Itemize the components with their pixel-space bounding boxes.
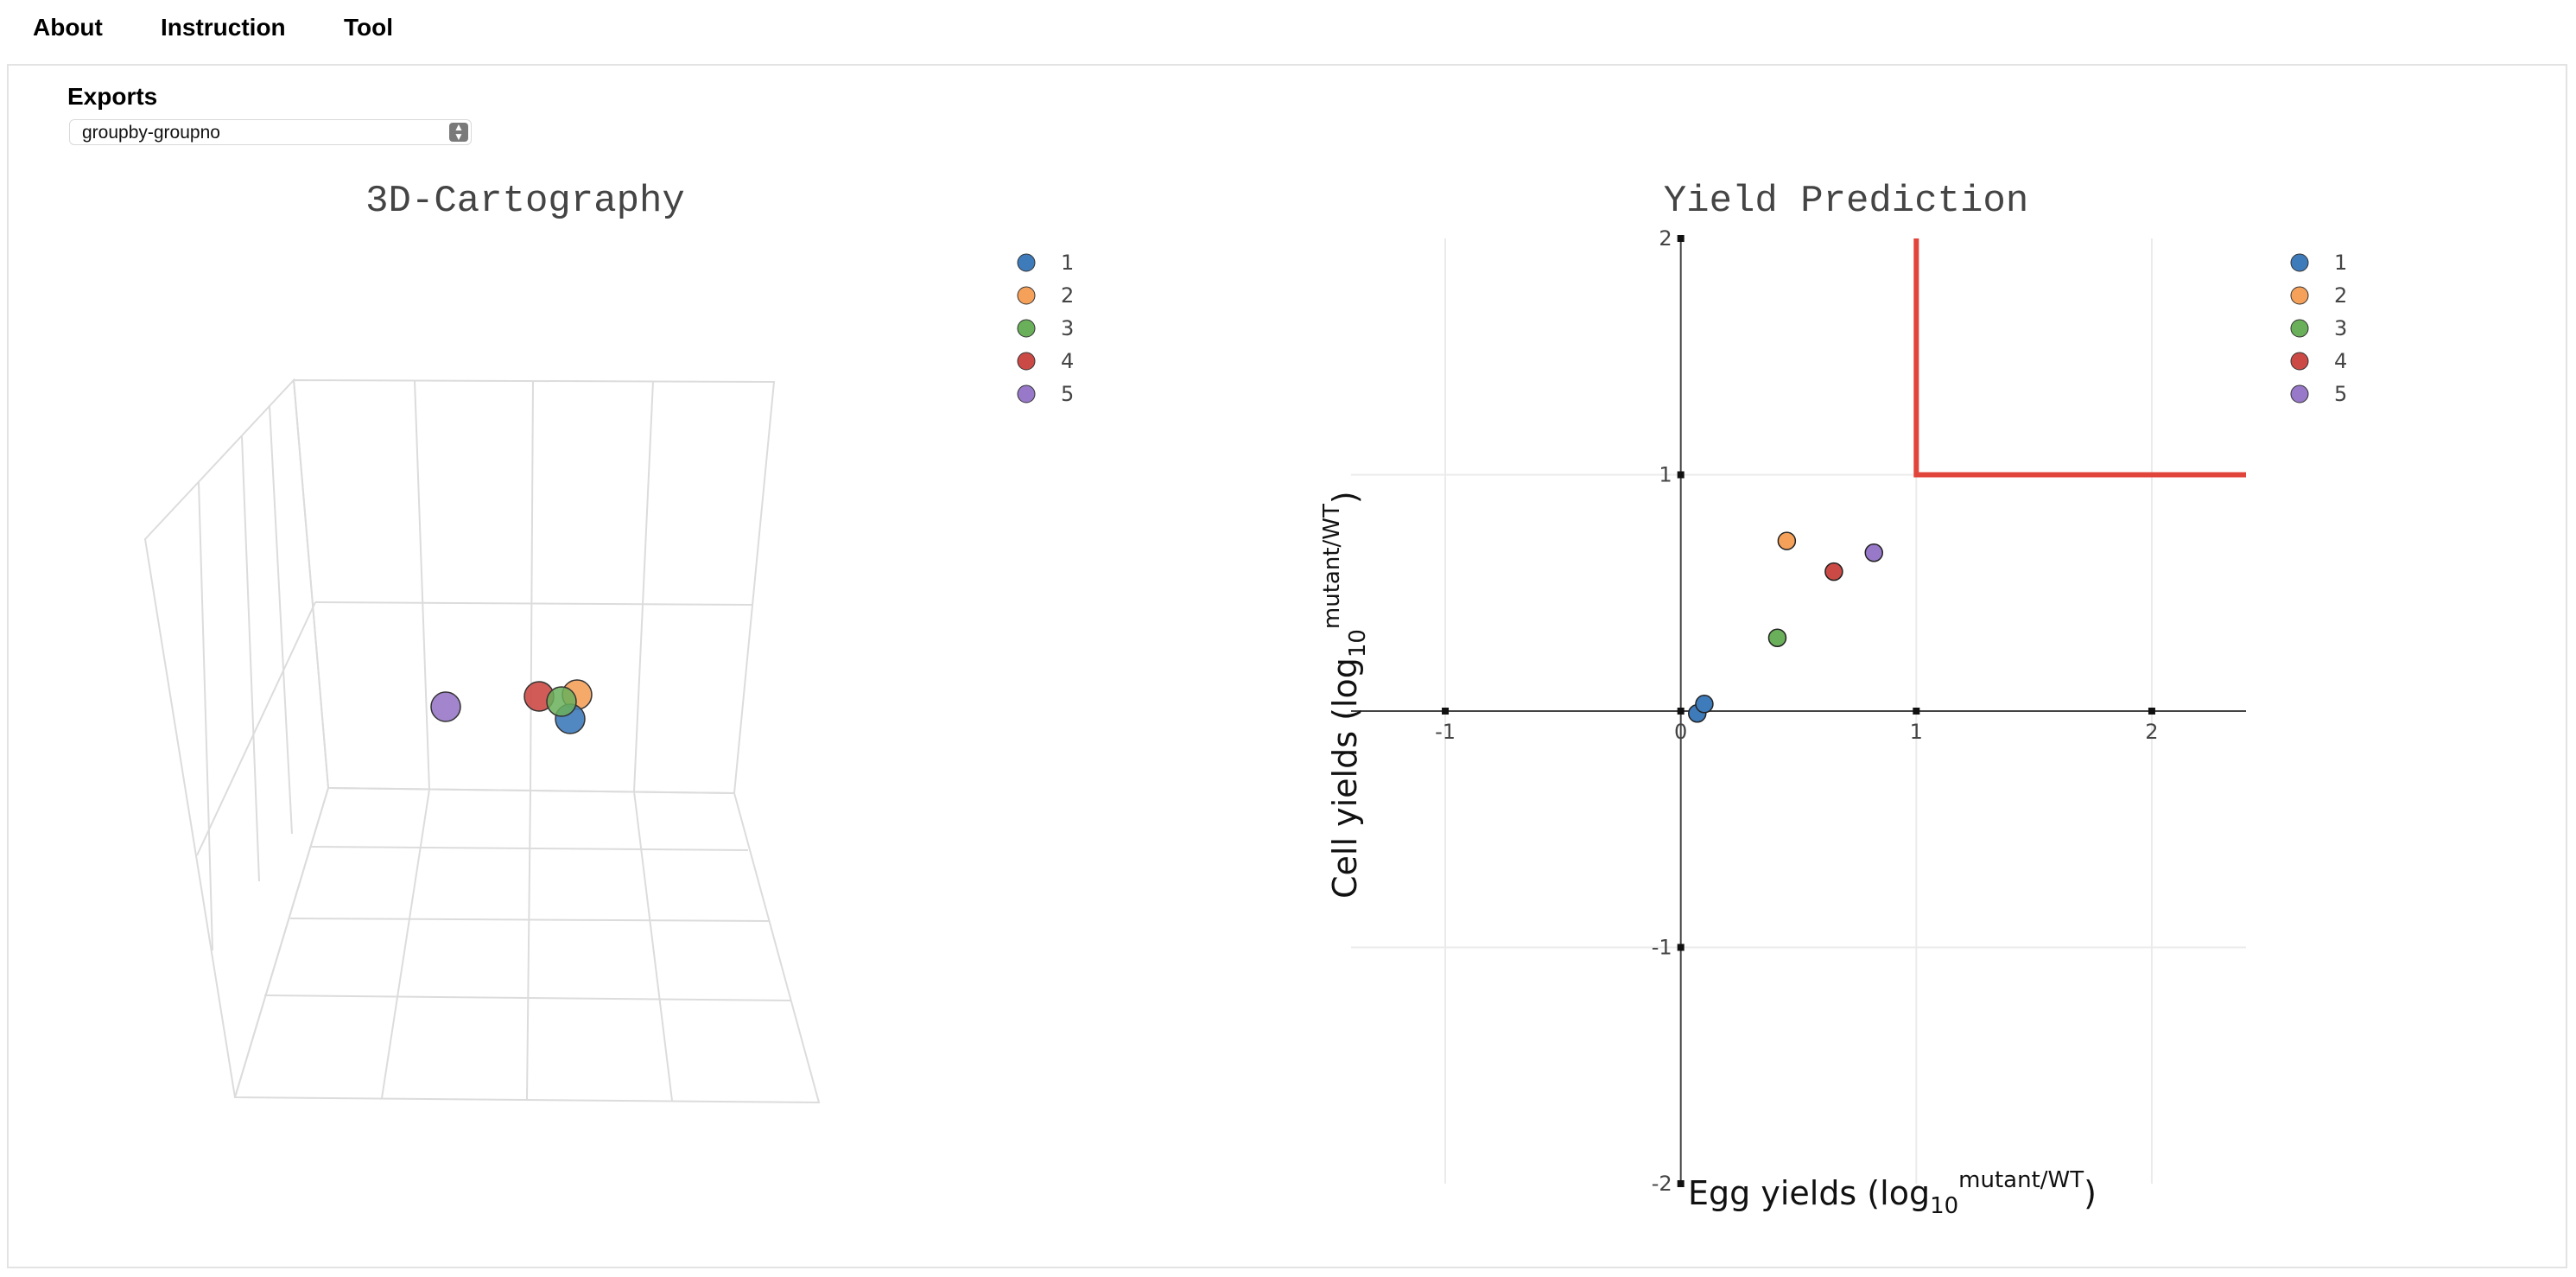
yield-ticks: -1 0 1 2 -2 -1 1 2 [1435,226,2159,1196]
legend-item-1[interactable]: 1 [1017,251,1074,275]
legend-label: 4 [1061,349,1074,373]
legend-item-3[interactable]: 3 [1017,316,1074,340]
y-axis-title: Cell yields (log10mutant/WT) [1319,491,1371,899]
y-tick-label: 1 [1659,463,1672,487]
x-tick-label: 0 [1674,720,1687,744]
cartography-3d-grid [143,378,821,1104]
legend-label: 2 [2334,283,2347,308]
y-tick-label: -1 [1652,936,1672,960]
main-panel [7,64,2567,1268]
x-tick-label: -1 [1435,720,1456,744]
y-tick-label: -2 [1652,1172,1672,1196]
exports-select-value: groupby-groupno [82,123,220,143]
left-wall [143,378,330,1098]
legend-label: 2 [1061,283,1074,308]
legend-label: 4 [2334,349,2347,373]
legend-item-2[interactable]: 2 [1017,283,1074,308]
nav-about-link[interactable]: About [33,14,103,41]
floor-grid-line [633,791,673,1102]
cartography-points [430,679,593,734]
yield-point-series-1[interactable] [1695,695,1714,714]
yield-axes [1351,238,2246,1184]
floor-grid-line [526,790,531,1100]
legend-label: 1 [1061,251,1074,275]
cartography-chart: 3D-Cartography [143,180,1074,1104]
yield-point-series-5[interactable] [1864,543,1883,562]
back-wall-grid-line [414,379,430,791]
yield-points [1688,531,1883,723]
left-wall-grid-line [241,435,260,882]
legend-label: 5 [1061,382,1074,406]
floor-grid-line [381,789,430,1099]
cartography-point-3[interactable] [546,686,577,717]
cartography-title: 3D-Cartography [365,180,685,223]
legend-item-5[interactable]: 5 [2290,382,2347,406]
y-tick-mark [1677,943,1685,951]
x-tick-mark [1677,708,1685,715]
threshold-line [1913,238,2246,478]
x-tick-mark [1913,708,1920,715]
legend-label: 5 [2334,382,2347,406]
x-tick-label: 1 [1910,720,1923,744]
x-tick-mark [1442,708,1450,715]
select-updown-icon: ▲ ▼ [449,122,468,142]
cartography-point-5[interactable] [430,691,461,722]
y-tick-mark [1677,235,1685,242]
y-tick-mark [1677,471,1685,479]
yield-point-series-3[interactable] [1767,628,1787,647]
y-tick-label: 2 [1659,226,1672,251]
back-wall-grid-line [633,380,654,792]
legend-item-5[interactable]: 5 [1017,382,1074,406]
legend-item-3[interactable]: 3 [2290,316,2347,340]
exports-select[interactable]: groupby-groupno ▲ ▼ [69,119,472,145]
left-wall-grid-line [196,601,316,856]
x-tick-mark [2148,708,2155,715]
legend-label: 1 [2334,251,2347,275]
top-nav: About Instruction Tool [0,0,2576,62]
legend-item-4[interactable]: 4 [1017,349,1074,373]
left-wall-grid-line [269,405,293,835]
yield-point-series-2[interactable] [1777,531,1797,550]
yield-title: Yield Prediction [1664,180,2028,223]
nav-tool-link[interactable]: Tool [344,14,394,41]
yield-legend: 1 2 3 4 5 [2290,251,2347,406]
back-wall [292,378,776,795]
yield-chart: Yield Prediction -1 0 1 2 -2 -1 1 2 Egg yields … [1319,180,2347,1219]
x-tick-label: 2 [2145,720,2158,744]
back-wall-grid-line [530,380,534,791]
legend-label: 3 [2334,316,2347,340]
y-tick-mark [1677,1180,1685,1187]
nav-instruction-link[interactable]: Instruction [161,14,286,41]
x-axis-title: Egg yields (log10mutant/WT) [1688,1167,2097,1219]
back-wall-grid-line [314,601,753,606]
cartography-legend: 1 2 3 4 5 [1017,251,1074,406]
legend-item-1[interactable]: 1 [2290,251,2347,275]
left-wall-grid-line [198,481,213,951]
legend-item-4[interactable]: 4 [2290,349,2347,373]
yield-point-series-4[interactable] [1824,562,1843,581]
legend-label: 3 [1061,316,1074,340]
legend-item-2[interactable]: 2 [2290,283,2347,308]
exports-label: Exports [67,83,158,110]
floor [233,786,821,1104]
